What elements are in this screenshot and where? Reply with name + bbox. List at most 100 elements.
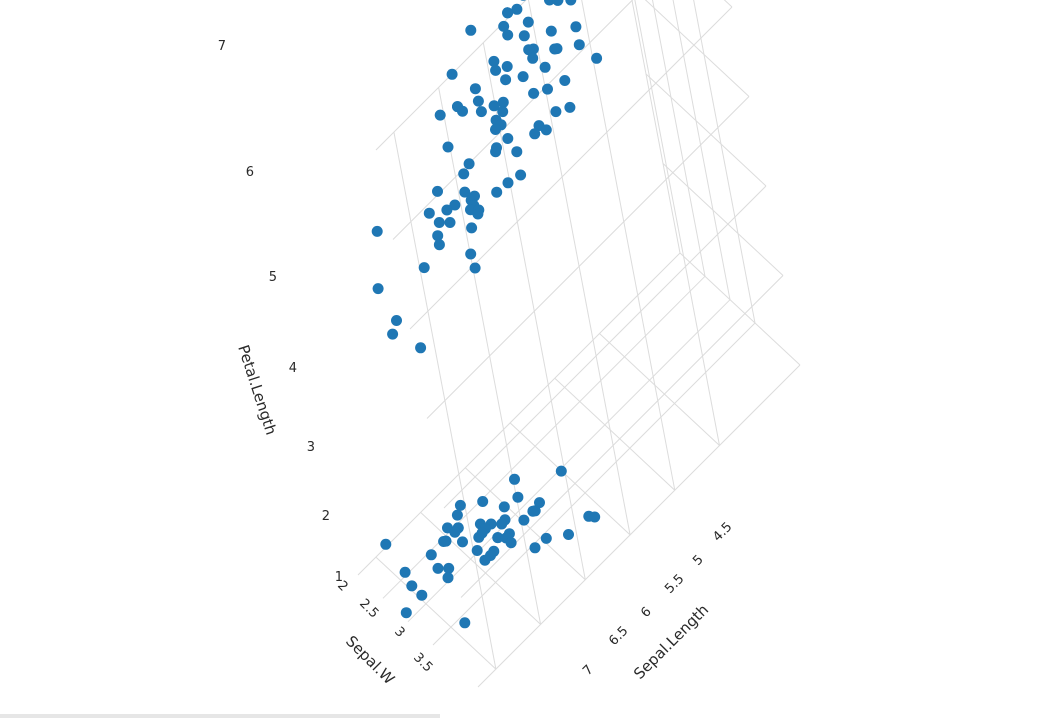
data-point[interactable] <box>497 106 509 118</box>
data-point[interactable] <box>496 518 508 530</box>
data-point[interactable] <box>502 29 514 41</box>
data-point[interactable] <box>529 542 541 554</box>
data-point[interactable] <box>539 61 551 73</box>
data-point[interactable] <box>518 30 530 42</box>
data-point[interactable] <box>457 105 468 117</box>
data-point[interactable] <box>540 124 552 136</box>
data-point[interactable] <box>466 222 478 234</box>
data-point[interactable] <box>518 0 529 1</box>
data-point[interactable] <box>406 580 418 592</box>
data-point[interactable] <box>372 283 384 295</box>
data-point[interactable] <box>449 199 461 211</box>
data-point[interactable] <box>475 106 487 118</box>
data-point[interactable] <box>472 208 484 220</box>
data-point[interactable] <box>443 562 455 574</box>
data-point[interactable] <box>518 514 530 526</box>
data-point[interactable] <box>459 617 471 629</box>
data-point[interactable] <box>498 501 510 513</box>
data-point[interactable] <box>444 217 456 228</box>
data-point[interactable] <box>498 20 510 32</box>
data-point[interactable] <box>442 572 454 584</box>
data-point[interactable] <box>540 532 552 544</box>
data-point[interactable] <box>488 55 500 67</box>
data-point[interactable] <box>559 75 571 86</box>
data-point[interactable] <box>527 52 539 64</box>
data-point[interactable] <box>501 61 513 72</box>
data-point[interactable] <box>517 71 529 83</box>
data-point[interactable] <box>472 95 484 107</box>
data-point[interactable] <box>528 87 540 99</box>
data-point[interactable] <box>502 133 514 144</box>
data-point[interactable] <box>433 239 445 251</box>
data-point[interactable] <box>497 96 509 108</box>
data-point[interactable] <box>387 328 399 340</box>
data-point[interactable] <box>505 537 517 549</box>
data-point[interactable] <box>465 248 477 260</box>
data-point[interactable] <box>563 529 574 540</box>
data-point[interactable] <box>502 177 514 189</box>
data-point[interactable] <box>416 589 428 601</box>
data-point[interactable] <box>454 499 466 511</box>
data-point[interactable] <box>469 262 481 274</box>
data-point[interactable] <box>549 43 561 55</box>
data-point[interactable] <box>515 169 527 181</box>
data-point[interactable] <box>459 186 471 198</box>
data-point[interactable] <box>399 566 411 578</box>
data-point[interactable] <box>511 3 523 15</box>
data-point[interactable] <box>550 106 562 118</box>
data-point[interactable] <box>432 185 443 197</box>
data-point[interactable] <box>509 473 520 485</box>
data-point[interactable] <box>552 0 564 6</box>
data-point[interactable] <box>477 496 489 507</box>
data-point[interactable] <box>529 128 541 140</box>
data-point[interactable] <box>523 44 535 56</box>
data-point[interactable] <box>423 207 435 219</box>
data-point[interactable] <box>433 217 445 228</box>
data-point[interactable] <box>400 607 412 619</box>
data-point[interactable] <box>490 146 502 158</box>
data-point[interactable] <box>511 146 523 158</box>
data-point[interactable] <box>570 21 582 33</box>
data-point[interactable] <box>463 158 475 170</box>
data-point[interactable] <box>490 64 502 76</box>
data-point[interactable] <box>451 509 463 521</box>
data-point[interactable] <box>534 497 545 509</box>
data-point[interactable] <box>565 0 577 6</box>
data-point[interactable] <box>502 7 514 19</box>
data-point[interactable] <box>573 39 585 51</box>
data-point[interactable] <box>415 342 427 354</box>
data-point[interactable] <box>522 16 534 28</box>
data-point[interactable] <box>469 83 481 95</box>
data-point[interactable] <box>500 74 512 86</box>
data-point[interactable] <box>471 545 483 556</box>
data-point[interactable] <box>479 554 491 566</box>
data-point[interactable] <box>490 124 501 135</box>
data-point[interactable] <box>564 101 576 113</box>
data-point[interactable] <box>491 186 503 198</box>
data-point[interactable] <box>527 505 539 517</box>
data-point[interactable] <box>458 168 470 180</box>
data-point[interactable] <box>591 52 603 64</box>
data-point[interactable] <box>418 262 430 274</box>
horizontal-scrollbar[interactable] <box>0 714 440 718</box>
data-point[interactable] <box>446 68 458 80</box>
data-point[interactable] <box>441 204 453 216</box>
data-point[interactable] <box>473 531 485 543</box>
data-point[interactable] <box>432 562 444 574</box>
data-point[interactable] <box>457 536 468 548</box>
data-point[interactable] <box>555 465 567 477</box>
data-point[interactable] <box>542 83 553 95</box>
data-point[interactable] <box>589 511 601 523</box>
data-point[interactable] <box>425 549 437 561</box>
data-point[interactable] <box>449 526 461 538</box>
data-point[interactable] <box>465 24 477 36</box>
data-point[interactable] <box>432 230 444 242</box>
data-point[interactable] <box>512 491 524 503</box>
data-point[interactable] <box>371 225 383 237</box>
data-point[interactable] <box>488 100 500 112</box>
data-point[interactable] <box>391 315 402 326</box>
data-point[interactable] <box>492 532 504 544</box>
data-point[interactable] <box>442 141 454 153</box>
